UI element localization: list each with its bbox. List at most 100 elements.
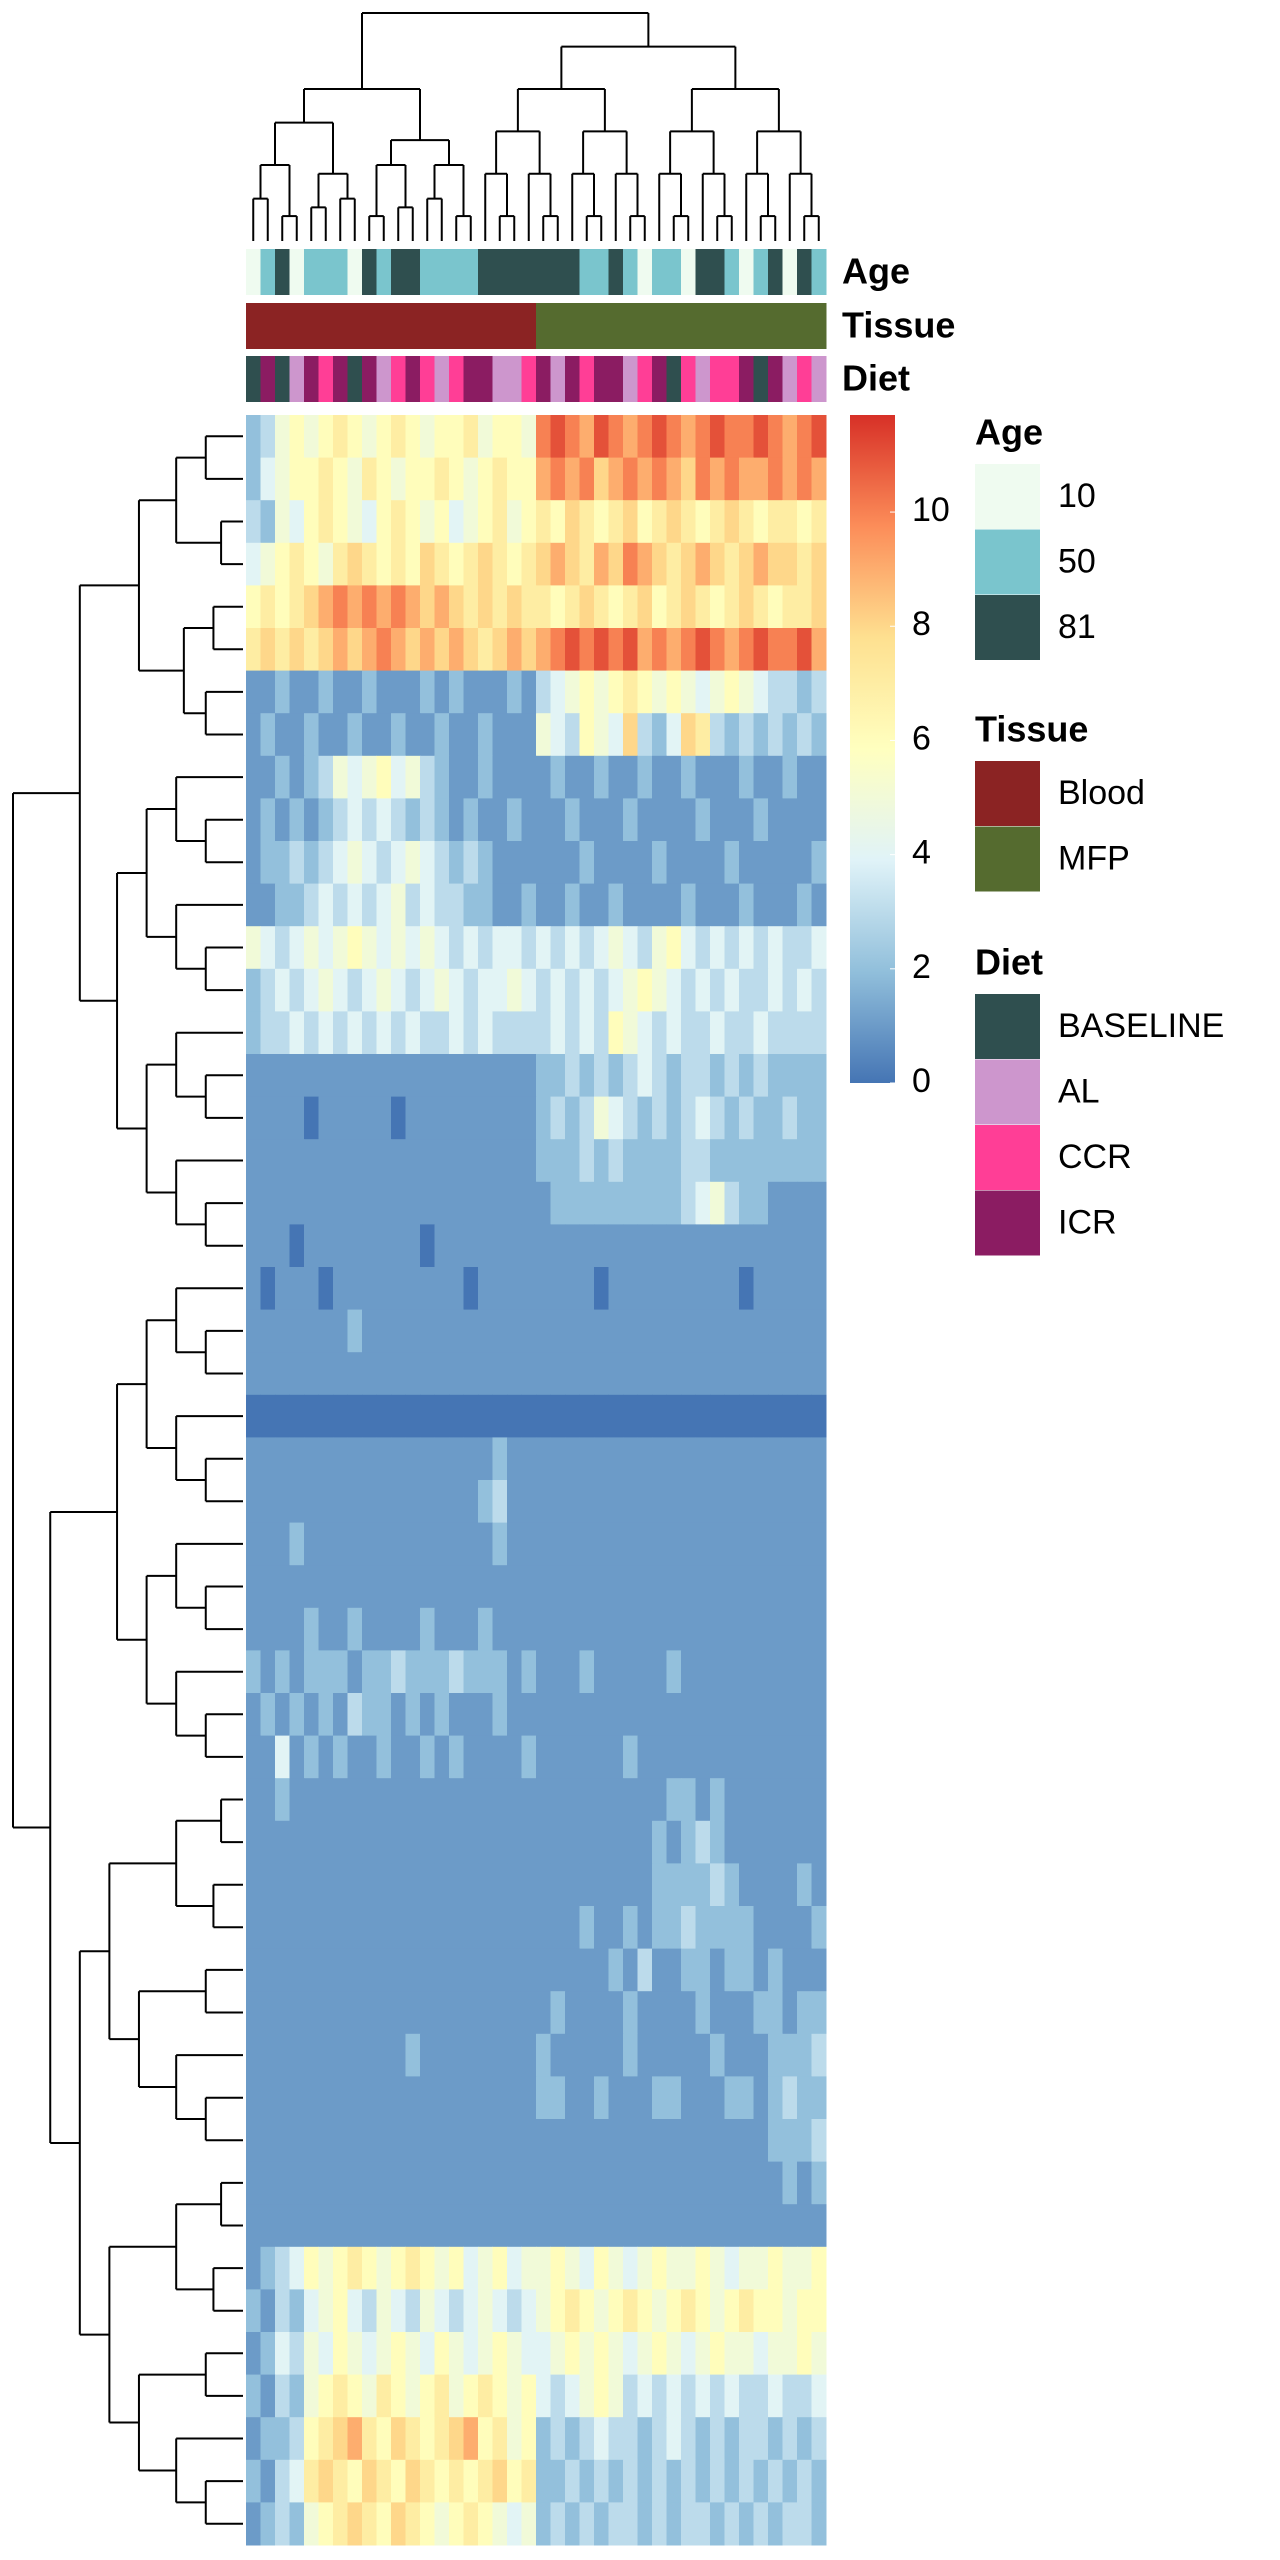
heatmap-cell bbox=[391, 670, 406, 714]
heatmap-cell bbox=[724, 798, 740, 842]
heatmap-cell bbox=[811, 1693, 827, 1737]
heatmap-cell bbox=[420, 2161, 435, 2205]
heatmap-cell bbox=[739, 2417, 754, 2461]
heatmap-cell bbox=[275, 1607, 290, 1651]
heatmap-cell bbox=[304, 542, 319, 586]
heatmap-cell bbox=[536, 585, 551, 629]
heatmap-cell bbox=[449, 1650, 464, 1694]
heatmap-cell bbox=[507, 1863, 522, 1907]
heatmap-cell bbox=[434, 1820, 450, 1864]
heatmap-cell bbox=[710, 1906, 725, 1950]
heatmap-cell bbox=[289, 1948, 305, 1992]
heatmap-cell bbox=[376, 1607, 392, 1651]
heatmap-cell bbox=[710, 1735, 725, 1779]
heatmap-cell bbox=[536, 968, 551, 1012]
heatmap-cell bbox=[782, 1948, 798, 1992]
heatmap-cell bbox=[463, 2502, 479, 2546]
heatmap-cell bbox=[405, 2374, 421, 2418]
heatmap-cell bbox=[449, 2332, 464, 2376]
heatmap-cell bbox=[492, 2161, 508, 2205]
heatmap-cell bbox=[768, 1522, 783, 1566]
heatmap-cell bbox=[507, 1309, 522, 1353]
heatmap-cell bbox=[565, 2417, 580, 2461]
heatmap-cell bbox=[724, 1352, 740, 1396]
heatmap-cell bbox=[492, 415, 508, 459]
heatmap-cell bbox=[550, 1948, 566, 1992]
heatmap-cell bbox=[347, 2459, 363, 2503]
annotation-cell bbox=[405, 249, 421, 295]
heatmap-cell bbox=[811, 1267, 827, 1311]
heatmap-cell bbox=[275, 1522, 290, 1566]
heatmap-cell bbox=[811, 926, 827, 970]
heatmap-cell bbox=[463, 1948, 479, 1992]
heatmap-cell bbox=[550, 1139, 566, 1183]
heatmap-cell bbox=[463, 2417, 479, 2461]
heatmap-cell bbox=[246, 1267, 261, 1311]
heatmap-cell bbox=[565, 1820, 580, 1864]
heatmap-cell bbox=[753, 1522, 769, 1566]
heatmap-cell bbox=[536, 1948, 551, 1992]
heatmap-cell bbox=[478, 2374, 493, 2418]
heatmap-cell bbox=[579, 1480, 595, 1524]
heatmap-cell bbox=[318, 585, 334, 629]
heatmap-cell bbox=[246, 1607, 261, 1651]
heatmap-cell bbox=[695, 798, 711, 842]
heatmap-cell bbox=[246, 2246, 261, 2290]
heatmap-cell bbox=[652, 1309, 667, 1353]
heatmap-cell bbox=[666, 457, 682, 501]
heatmap-cell bbox=[391, 457, 406, 501]
heatmap-cell bbox=[608, 585, 624, 629]
heatmap-cell bbox=[565, 841, 580, 885]
heatmap-cell bbox=[449, 2119, 464, 2163]
heatmap-cell bbox=[434, 1352, 450, 1396]
heatmap-cell bbox=[753, 1607, 769, 1651]
heatmap-cell bbox=[797, 1352, 812, 1396]
heatmap-cell bbox=[797, 1948, 812, 1992]
heatmap-cell bbox=[536, 2161, 551, 2205]
heatmap-cell bbox=[333, 1863, 348, 1907]
heatmap-cell bbox=[536, 755, 551, 799]
annotation-cell bbox=[521, 356, 537, 402]
heatmap-cell bbox=[376, 585, 392, 629]
heatmap-cell bbox=[681, 841, 696, 885]
heatmap-cell bbox=[652, 755, 667, 799]
heatmap-cell bbox=[710, 1309, 725, 1353]
heatmap-cell bbox=[289, 1650, 305, 1694]
heatmap-cell bbox=[492, 585, 508, 629]
heatmap-cell bbox=[507, 2119, 522, 2163]
heatmap-cell bbox=[608, 1480, 624, 1524]
heatmap-cell bbox=[594, 2417, 609, 2461]
heatmap-cell bbox=[434, 755, 450, 799]
heatmap-cell bbox=[811, 1948, 827, 1992]
heatmap-cell bbox=[739, 1522, 754, 1566]
heatmap-cell bbox=[347, 2332, 363, 2376]
heatmap-cell bbox=[420, 1607, 435, 1651]
annotation-cell bbox=[246, 303, 261, 349]
heatmap-cell bbox=[565, 2204, 580, 2248]
heatmap-cell bbox=[391, 2161, 406, 2205]
heatmap-cell bbox=[565, 500, 580, 544]
heatmap-cell bbox=[463, 2374, 479, 2418]
heatmap-cell bbox=[652, 1054, 667, 1098]
heatmap-cell bbox=[594, 1139, 609, 1183]
heatmap-cell bbox=[695, 841, 711, 885]
heatmap-cell bbox=[449, 755, 464, 799]
heatmap-cell bbox=[521, 2161, 537, 2205]
heatmap-cell bbox=[710, 1224, 725, 1268]
heatmap-cell bbox=[710, 841, 725, 885]
heatmap-cell bbox=[623, 1607, 638, 1651]
heatmap-cell bbox=[260, 883, 276, 927]
heatmap-cell bbox=[376, 500, 392, 544]
heatmap-cell bbox=[753, 2417, 769, 2461]
heatmap-cell bbox=[521, 883, 537, 927]
heatmap-cell bbox=[594, 1011, 609, 1055]
heatmap-cell bbox=[376, 2417, 392, 2461]
heatmap-cell bbox=[246, 1181, 261, 1225]
heatmap-cell bbox=[710, 1820, 725, 1864]
heatmap-cell bbox=[565, 2076, 580, 2120]
heatmap-cell bbox=[724, 542, 740, 586]
heatmap-cell bbox=[246, 1394, 261, 1438]
heatmap-cell bbox=[449, 2161, 464, 2205]
heatmap-cell bbox=[594, 755, 609, 799]
heatmap-cell bbox=[681, 457, 696, 501]
